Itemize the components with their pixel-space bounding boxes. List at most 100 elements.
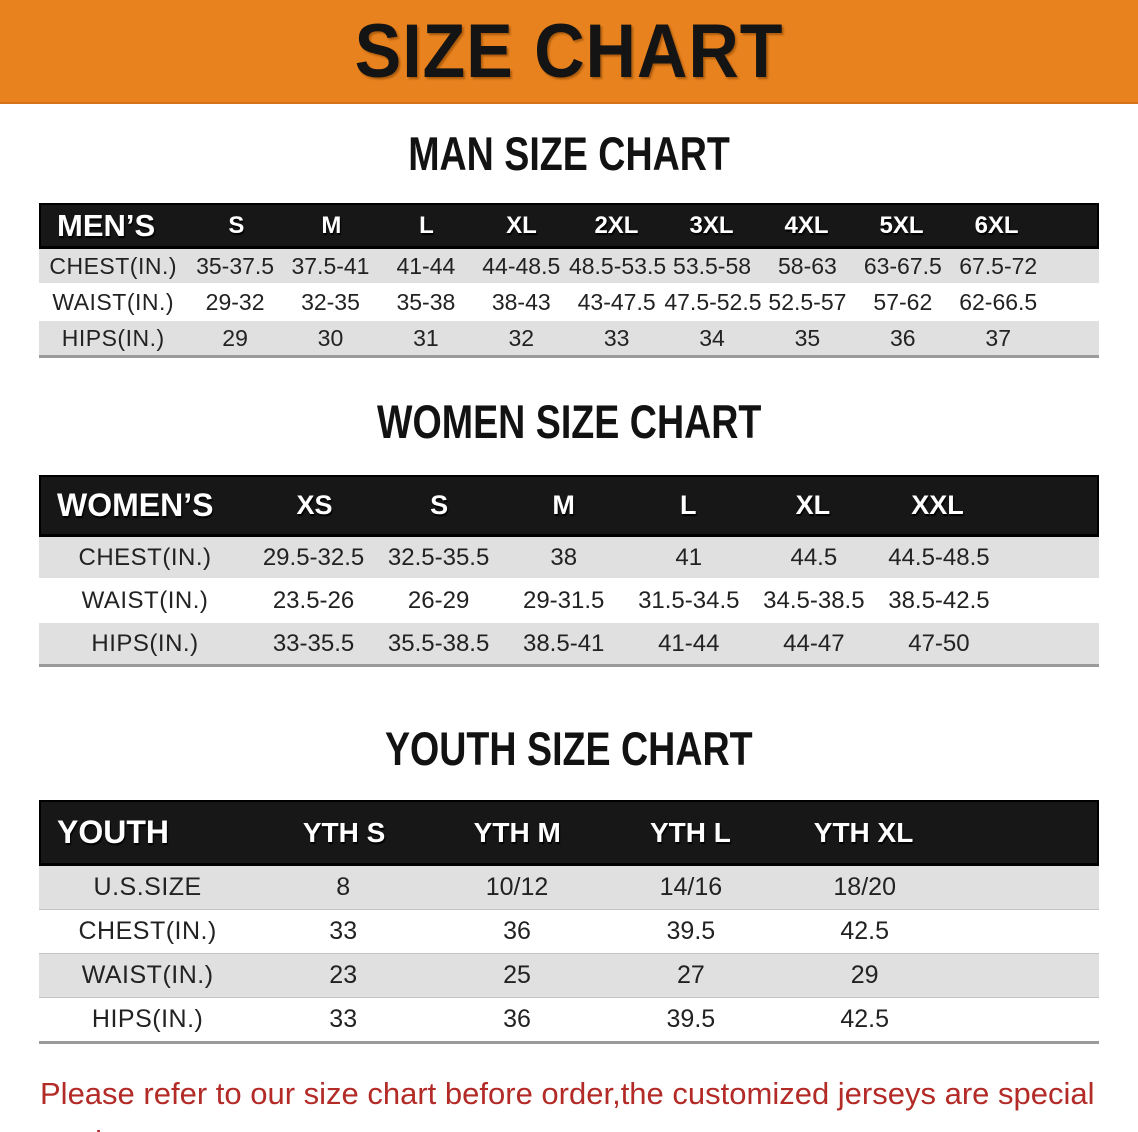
womens-column-header: XL (795, 490, 831, 520)
mens-row-label: HIPS(IN.) (61, 324, 165, 351)
mens-cell-value: 38-43 (491, 288, 551, 315)
youth-cell-value: 8 (336, 873, 351, 901)
mens-cell-value: 29-32 (205, 288, 265, 315)
womens-column-header: L (680, 490, 697, 520)
womens-table-label: WOMEN’S (57, 487, 214, 523)
womens-row-label: HIPS(IN.) (91, 629, 199, 657)
sections-container: MAN SIZE CHART MEN’S S M L XL 2XL 3XL 4XL 5XL 6XL C… (0, 104, 1138, 1044)
womens-cell-value: 29.5-32.5 (262, 543, 365, 571)
youth-row-label: CHEST(IN.) (78, 917, 217, 945)
womens-cell-value: 41-44 (658, 629, 720, 657)
mens-cell-value: 30 (317, 324, 344, 351)
mens-cell-value: 32 (508, 324, 535, 351)
youth-cell-value: 42.5 (840, 917, 890, 945)
mens-cell-value: 52.5-57 (768, 288, 847, 315)
mens-column-header: 6XL (974, 211, 1019, 239)
youth-cell-value: 33 (329, 1005, 358, 1033)
mens-cell-value: 37.5-41 (291, 252, 370, 279)
youth-heading-text: YOUTH SIZE CHART (385, 722, 753, 775)
mens-cell-value: 63-67.5 (863, 252, 942, 279)
mens-column-header: M (321, 211, 342, 239)
footer-note-line1: Please refer to our size chart before or… (40, 1076, 1095, 1132)
mens-cell-value: 53.5-58 (673, 252, 752, 279)
mens-cell-value: 43-47.5 (577, 288, 656, 315)
womens-column-header: S (430, 490, 449, 520)
mens-column-header: 3XL (689, 211, 734, 239)
youth-cell-value: 39.5 (666, 1005, 716, 1033)
youth-column-header: YTH L (649, 816, 731, 848)
mens-cell-value: 33 (603, 324, 630, 351)
youth-row-label: HIPS(IN.) (91, 1005, 204, 1033)
mens-cell-value: 44-48.5 (482, 252, 561, 279)
youth-cell-value: 27 (676, 961, 705, 989)
womens-cell-value: 31.5-34.5 (638, 586, 740, 614)
womens-size-table: WOMEN’S XS S M L XL XXL CHEST(IN.) 29.5-32.5 32.5… (39, 475, 1099, 667)
youth-cell-value: 36 (503, 1005, 531, 1033)
womens-column-header: XXL (911, 490, 964, 520)
mens-table-row: WAIST(IN.) 29-32 32-35 35-38 38-43 43-47.5 47.… (39, 283, 1099, 319)
mens-column-header: 5XL (879, 211, 924, 239)
youth-table-row: HIPS(IN.) 33 36 39.5 42.5 (39, 997, 1099, 1044)
youth-row-label: WAIST(IN.) (81, 961, 214, 989)
mens-size-table: MEN’S S M L XL 2XL 3XL 4XL 5XL 6XL CHEST(IN.) 35-37… (39, 203, 1099, 358)
mens-cell-value: 32-35 (301, 288, 360, 315)
womens-cell-value: 26-29 (407, 586, 470, 614)
mens-cell-value: 31 (413, 324, 439, 351)
youth-cell-value: 10/12 (485, 873, 549, 901)
youth-cell-value: 25 (503, 961, 531, 989)
mens-cell-value: 35-37.5 (196, 252, 275, 279)
mens-column-header: S (228, 211, 245, 239)
womens-column-header: M (552, 490, 575, 520)
mens-cell-value: 41-44 (396, 252, 456, 279)
mens-cell-value: 62-66.5 (959, 288, 1038, 315)
youth-cell-value: 36 (503, 917, 531, 945)
womens-cell-value: 33-35.5 (272, 629, 355, 657)
womens-cell-value: 38.5-42.5 (888, 586, 990, 614)
womens-section-heading: WOMEN SIZE CHART (0, 358, 1138, 475)
mens-cell-value: 37 (985, 324, 1011, 351)
banner-title: SIZE CHART (354, 8, 784, 94)
youth-section-heading: YOUTH SIZE CHART (0, 667, 1138, 800)
womens-cell-value: 38 (550, 543, 578, 571)
womens-table-row: WAIST(IN.) 23.5-26 26-29 29-31.5 31.5-34.5 34… (39, 578, 1099, 621)
mens-column-header: 4XL (784, 211, 829, 239)
youth-size-table: YOUTH YTH S YTH M YTH L YTH XL U.S.SIZE 8 10/12… (39, 800, 1099, 1044)
mens-row-label: WAIST(IN.) (52, 288, 175, 315)
womens-cell-value: 47-50 (908, 629, 970, 657)
mens-cell-value: 48.5-53.5 (568, 252, 667, 279)
youth-cell-value: 14/16 (659, 873, 723, 901)
mens-table-label: MEN’S (57, 207, 156, 243)
mens-cell-value: 29 (222, 324, 248, 351)
mens-table-row: CHEST(IN.) 35-37.5 37.5-41 41-44 44-48.5 48.5… (39, 249, 1099, 283)
mens-cell-value: 34 (699, 324, 725, 351)
youth-cell-value: 39.5 (666, 917, 716, 945)
mens-column-header: 2XL (594, 211, 639, 239)
womens-table-row: CHEST(IN.) 29.5-32.5 32.5-35.5 38 41 44.5 44.5… (39, 537, 1099, 578)
womens-table-header-row: WOMEN’S XS S M L XL XXL (39, 475, 1099, 537)
mens-cell-value: 58-63 (778, 252, 837, 279)
youth-cell-value: 33 (329, 917, 358, 945)
youth-table-row: U.S.SIZE 8 10/12 14/16 18/20 (39, 866, 1099, 909)
youth-column-header: YTH XL (813, 816, 914, 848)
mens-row-label: CHEST(IN.) (49, 252, 178, 279)
youth-cell-value: 23 (329, 961, 358, 989)
womens-cell-value: 38.5-41 (522, 629, 605, 657)
youth-table-label: YOUTH (57, 814, 169, 850)
womens-cell-value: 44.5-48.5 (888, 543, 990, 571)
womens-heading-text: WOMEN SIZE CHART (376, 395, 762, 448)
mens-cell-value: 67.5-72 (959, 252, 1038, 279)
mens-table-header-row: MEN’S S M L XL 2XL 3XL 4XL 5XL 6XL (39, 203, 1099, 249)
mens-section-heading: MAN SIZE CHART (0, 104, 1138, 203)
mens-table-row: HIPS(IN.) 29 30 31 32 33 34 35 36 37 (39, 319, 1099, 358)
womens-cell-value: 32.5-35.5 (387, 543, 490, 571)
youth-cell-value: 18/20 (833, 873, 896, 901)
womens-cell-value: 35.5-38.5 (387, 629, 490, 657)
womens-row-label: WAIST(IN.) (81, 586, 209, 614)
mens-heading-text: MAN SIZE CHART (408, 127, 730, 180)
womens-cell-value: 44-47 (783, 629, 845, 657)
mens-cell-value: 36 (890, 324, 916, 351)
youth-cell-value: 42.5 (840, 1005, 890, 1033)
footer-note: Please refer to our size chart before or… (40, 1070, 1118, 1132)
youth-column-header: YTH S (302, 816, 386, 848)
